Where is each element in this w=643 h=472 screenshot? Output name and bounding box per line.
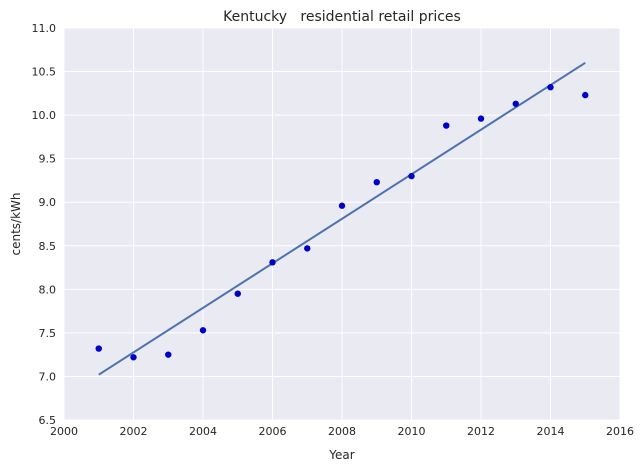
y-tick-label: 8.5 <box>39 240 57 253</box>
data-points <box>95 84 589 361</box>
x-tick-label: 2008 <box>328 425 356 438</box>
data-point <box>443 122 450 129</box>
y-tick-label: 11.0 <box>32 22 57 35</box>
data-point <box>547 84 554 91</box>
tick-labels: 2000 2002 2004 2006 2008 2010 2012 2014 2016 6.5 7… <box>32 22 635 438</box>
data-point <box>408 172 415 180</box>
data-point <box>582 91 589 99</box>
x-tick-label: 2012 <box>467 425 495 438</box>
fit-line <box>98 62 586 376</box>
grid <box>63 27 621 421</box>
data-point <box>338 202 346 209</box>
data-point <box>304 245 311 252</box>
x-tick-label: 2004 <box>189 425 217 438</box>
y-tick-label: 7.0 <box>39 370 57 383</box>
x-tick-label: 2010 <box>398 425 426 438</box>
data-point <box>130 354 137 361</box>
y-tick-label: 7.5 <box>39 327 57 340</box>
x-tick-label: 2006 <box>259 425 287 438</box>
y-tick-label: 10.5 <box>32 66 57 79</box>
y-tick-label: 8.0 <box>39 283 57 296</box>
x-tick-label: 2014 <box>537 425 565 438</box>
chart-title: Kentucky residential retail prices <box>223 9 461 25</box>
data-point <box>165 351 172 358</box>
data-point <box>512 100 519 107</box>
data-point <box>269 259 276 266</box>
x-tick-label: 2002 <box>120 425 148 438</box>
y-tick-label: 9.0 <box>39 196 57 209</box>
data-point <box>373 178 380 186</box>
y-tick-label: 6.5 <box>39 414 57 427</box>
fit-line-layer <box>98 62 586 376</box>
data-point <box>477 115 485 122</box>
data-point <box>199 327 207 334</box>
data-point <box>234 290 241 297</box>
y-tick-label: 10.0 <box>32 109 57 122</box>
x-axis-label: Year <box>328 448 354 462</box>
data-point <box>95 345 102 352</box>
y-axis-label: cents/kWh <box>9 192 23 255</box>
x-tick-label: 2016 <box>606 425 634 438</box>
y-tick-label: 9.5 <box>39 153 57 166</box>
x-tick-label: 2000 <box>50 425 78 438</box>
